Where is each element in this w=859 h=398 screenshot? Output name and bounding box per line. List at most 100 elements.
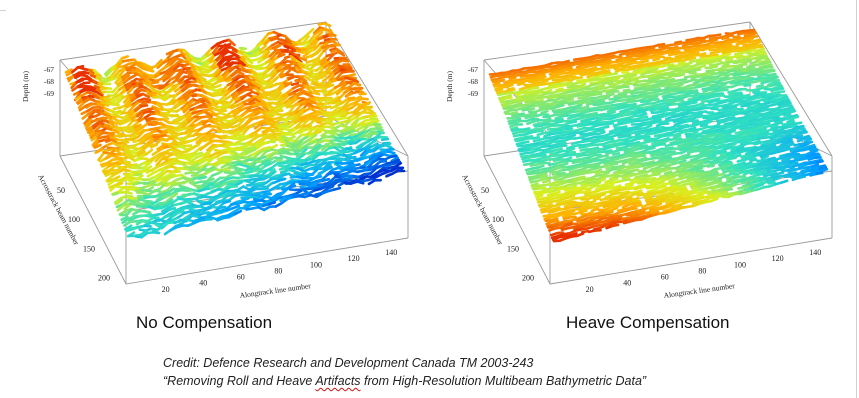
surface-stroke: [298, 56, 308, 62]
surface-stroke: [319, 54, 329, 66]
surface-stroke: [333, 99, 342, 103]
surface-stroke: [371, 119, 380, 124]
surface-stroke: [674, 137, 683, 141]
surface-stroke: [146, 135, 156, 145]
surface-stroke: [754, 43, 763, 48]
surface-stroke: [268, 49, 277, 58]
surface-stroke: [284, 67, 293, 76]
surface-stroke: [64, 68, 73, 74]
surface-stroke: [535, 129, 544, 133]
surface-stroke: [128, 73, 137, 80]
surface-stroke: [271, 70, 280, 79]
surface-stroke: [510, 126, 519, 131]
surface-stroke: [236, 84, 245, 92]
surface-stroke: [320, 173, 330, 182]
surface-stroke: [675, 83, 684, 88]
surface-stroke: [337, 142, 346, 147]
surface-stroke: [175, 70, 184, 81]
surface-stroke: [177, 180, 186, 186]
surface-stroke: [609, 72, 619, 76]
surface-stroke: [205, 46, 214, 56]
surface-stroke: [316, 49, 326, 60]
surface-stroke: [492, 81, 501, 86]
surface-stroke: [749, 31, 758, 37]
surface-stroke: [706, 70, 715, 75]
surface-stroke: [596, 84, 606, 89]
surface-stroke: [335, 48, 345, 55]
surface-stroke: [152, 231, 161, 235]
surface-stroke: [221, 67, 231, 77]
surface-stroke: [251, 103, 260, 107]
surface-stroke: [696, 101, 705, 107]
surface-stroke: [216, 56, 225, 66]
surface-stroke: [165, 183, 175, 192]
surface-stroke: [513, 102, 522, 107]
surface-stroke: [770, 76, 779, 81]
surface-stroke: [712, 123, 721, 129]
surface-stroke: [699, 110, 708, 114]
surface-stroke: [677, 61, 686, 65]
surface-stroke: [255, 100, 264, 107]
x-tick-label: 120: [348, 254, 360, 263]
surface-stroke: [238, 46, 247, 51]
surface-stroke: [323, 21, 332, 28]
surface-stroke: [663, 156, 673, 160]
surface-stroke: [336, 50, 346, 57]
surface-stroke: [198, 175, 207, 180]
surface-stroke: [699, 123, 709, 128]
surface-stroke: [396, 169, 406, 173]
surface-stroke: [245, 58, 254, 65]
surface-stroke: [313, 143, 322, 150]
surface-stroke: [240, 68, 250, 73]
z-tick-label: -67: [44, 65, 54, 74]
surface-stroke: [622, 88, 631, 92]
surface-stroke: [134, 124, 143, 131]
surface-stroke: [770, 124, 779, 130]
surface-stroke: [365, 107, 375, 114]
surface-stroke: [184, 92, 193, 102]
surface-stroke: [602, 69, 611, 73]
surface-stroke: [299, 144, 308, 152]
surface-stroke: [771, 115, 780, 120]
surface-stroke: [346, 96, 356, 100]
surface-stroke: [209, 167, 218, 173]
surface-stroke: [510, 111, 519, 115]
surface-stroke: [673, 134, 682, 139]
surface-stroke: [597, 177, 606, 183]
surface-stroke: [352, 82, 362, 87]
box-edge: [483, 155, 551, 285]
surface-stroke: [747, 65, 756, 71]
surface-stroke: [660, 106, 670, 111]
surface-stroke: [781, 97, 790, 102]
surface-stroke: [591, 163, 601, 169]
box-edge: [59, 21, 327, 61]
surface-stroke: [356, 143, 366, 152]
surface-stroke: [82, 81, 91, 85]
surface-stroke: [743, 59, 753, 64]
surface-stroke: [690, 130, 699, 136]
surface-stroke: [631, 140, 641, 145]
surface-stroke: [647, 46, 656, 52]
surface-stroke: [724, 43, 733, 48]
surface-stroke: [727, 116, 736, 120]
surface-stroke: [67, 73, 76, 83]
surface-stroke: [181, 103, 190, 112]
surface-stroke: [305, 173, 315, 177]
surface-stroke: [638, 156, 648, 162]
surface-stroke: [144, 130, 154, 140]
surface-stroke: [522, 127, 531, 131]
surface-stroke: [667, 150, 676, 154]
surface-stroke: [139, 229, 148, 237]
surface-stroke: [589, 111, 598, 116]
surface-stroke: [185, 112, 194, 121]
surface-stroke: [760, 131, 770, 136]
surface-stroke: [184, 144, 193, 148]
surface-stroke: [359, 148, 369, 157]
surface-stroke: [666, 77, 676, 82]
surface-stroke: [568, 120, 578, 124]
surface-stroke: [301, 34, 310, 45]
surface-stroke: [607, 110, 616, 116]
surface-stroke: [507, 88, 516, 93]
surface-stroke: [390, 156, 399, 163]
